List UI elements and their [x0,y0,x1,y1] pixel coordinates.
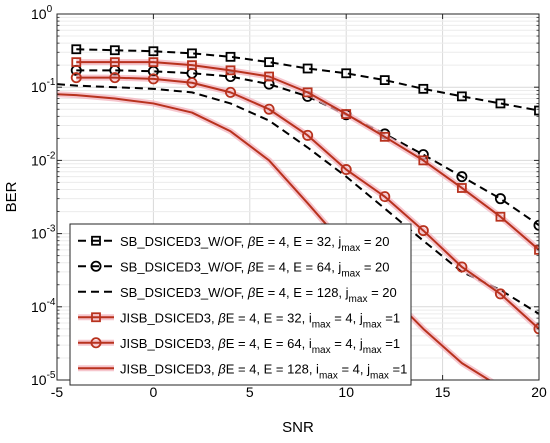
series-4-point [109,57,120,68]
series-6 [57,91,495,380]
series-5-point [494,288,506,300]
series-1 [71,44,539,116]
legend-label: SB_DSICED3_W/OF, βE = 4, E = 128, jmax =… [120,285,397,305]
series-5 [70,72,539,335]
legend-label: JISB_DSICED3, βE = 4, E = 128, imax = 4,… [120,361,407,381]
series-5-point [340,164,352,176]
series-4-line [76,61,539,251]
legend-swatch-marker [91,312,101,323]
series-5-point [379,191,391,203]
series-2-point [533,219,539,231]
series-1-point [71,44,82,55]
series-1-point [495,98,506,109]
series-5-point [186,77,198,89]
x-tick-label: 20 [531,384,547,400]
series-1-point [148,46,159,57]
legend: SB_DSICED3_W/OF, βE = 4, E = 32, jmax = … [69,223,412,386]
series-5-point [417,225,429,237]
series-4-point [341,109,352,119]
series-4-point [71,57,82,68]
series-4-point [264,71,274,82]
legend-swatch-marker [91,235,101,246]
series-6-line [57,93,491,380]
series-4-point [148,57,159,68]
legend-label: JISB_DSICED3, βE = 4, E = 32, imax = 4, … [120,310,400,330]
series-4-point [302,87,313,98]
legend-swatch-marker [90,260,102,272]
legend-swatch-marker [90,337,102,349]
legend-label: SB_DSICED3_W/OF, βE = 4, E = 64, jmax = … [120,259,390,279]
series-1-point [456,91,467,102]
series-4-point [418,155,429,166]
legend-entry-3: SB_DSICED3_W/OF, βE = 4, E = 128, jmax =… [78,285,397,305]
series-4-point [495,211,506,222]
series-5-point [147,73,159,85]
series-1-point [225,51,236,62]
series-5-line [76,76,539,330]
series-2-point [456,171,468,183]
series-5-point [263,103,275,115]
series-5-point [533,323,539,335]
series-2-point [494,193,506,205]
series-4-point [456,183,467,193]
series-4-point [225,65,236,76]
legend-entry-4: JISB_DSICED3, βE = 4, E = 32, imax = 4, … [78,310,400,330]
series-1-point [341,68,352,79]
series-1-point [264,57,274,68]
series-layer [57,44,539,380]
x-tick-label: 0 [150,384,158,400]
legend-box [69,223,412,386]
series-5-point [456,261,468,273]
series-3-line [57,83,539,315]
series-4-point [379,131,390,142]
x-tick-label: 10 [338,384,354,400]
series-5-point [109,72,121,84]
series-4-point [534,244,539,255]
series-4-point [187,60,197,71]
legend-entry-2: SB_DSICED3_W/OF, βE = 4, E = 64, jmax = … [78,259,390,279]
legend-label: SB_DSICED3_W/OF, βE = 4, E = 32, jmax = … [120,234,390,254]
series-1-point [379,75,390,86]
x-tick-label: 5 [246,384,254,400]
series-1-point [418,83,429,94]
x-tick-label: 15 [435,384,451,400]
series-3 [57,83,539,315]
legend-entry-1: SB_DSICED3_W/OF, βE = 4, E = 32, jmax = … [78,234,390,254]
series-1-point [534,105,539,116]
series-5-point [70,72,82,84]
legend-entry-5: JISB_DSICED3, βE = 4, E = 64, imax = 4, … [78,336,400,356]
series-1-point [187,48,197,59]
series-5-point [302,129,314,141]
legend-label: JISB_DSICED3, βE = 4, E = 64, imax = 4, … [120,336,400,356]
legend-entry-6: JISB_DSICED3, βE = 4, E = 128, imax = 4,… [78,361,407,381]
y-axis-label: BER [3,181,20,212]
series-1-point [302,63,313,74]
series-5-point [225,86,237,98]
series-4 [71,57,539,255]
x-tick-label: -5 [51,384,64,400]
series-1-point [109,45,120,56]
x-axis-label: SNR [282,419,314,436]
